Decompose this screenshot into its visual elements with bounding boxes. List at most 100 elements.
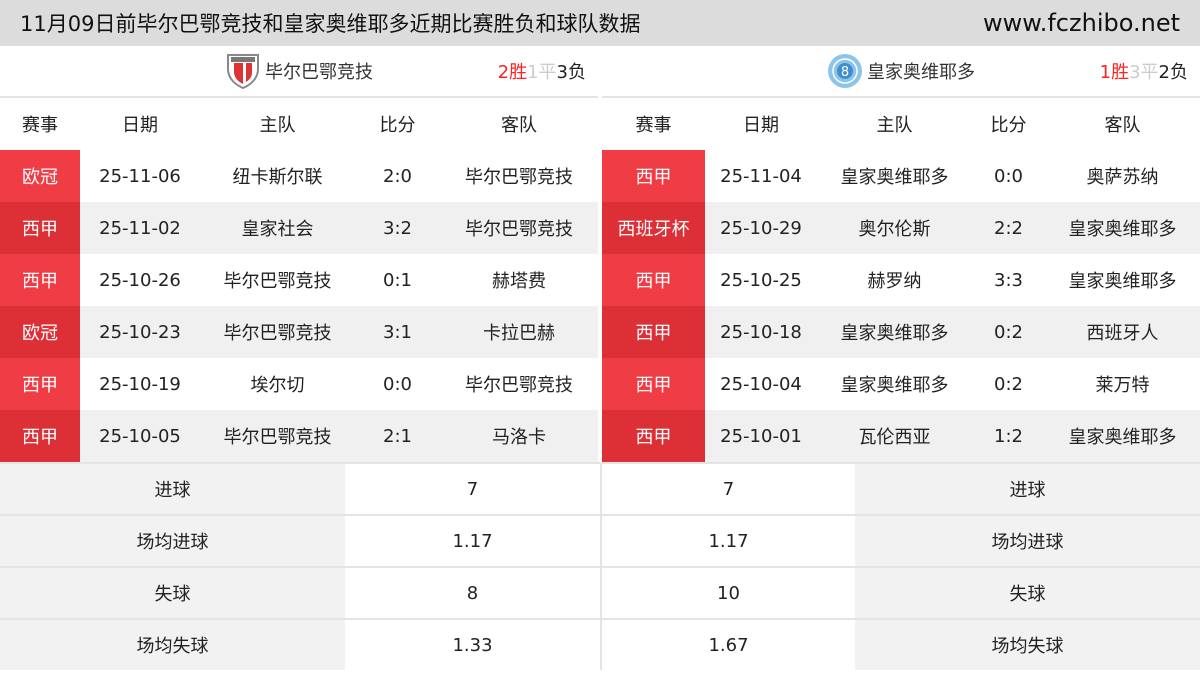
real-oviedo-crest-icon: 8 — [827, 53, 863, 89]
date-cell: 25-10-05 — [99, 425, 181, 447]
column-header: 比分 — [990, 115, 1027, 136]
away-team-cell[interactable]: 皇家奥维耶多 — [1068, 271, 1177, 292]
site-url[interactable]: www.fczhibo.net — [983, 9, 1180, 37]
column-header: 主队 — [259, 115, 296, 136]
right-stat-value: 1.17 — [600, 516, 855, 566]
date-cell: 25-10-01 — [720, 425, 802, 447]
home-team-cell[interactable]: 皇家奥维耶多 — [840, 167, 949, 188]
score-cell: 1:2 — [994, 425, 1023, 447]
home-team-cell[interactable]: 纽卡斯尔联 — [232, 167, 323, 188]
column-header: 客队 — [1104, 115, 1141, 136]
away-team-cell[interactable]: 毕尔巴鄂竞技 — [465, 219, 573, 240]
stat-label: 场均进球 — [855, 516, 1200, 566]
score-cell: 0:2 — [994, 321, 1023, 343]
match-row[interactable]: 欧冠 25-10-23 毕尔巴鄂竞技 3:1 卡拉巴赫 — [0, 306, 598, 358]
win-count: 1胜 — [1099, 62, 1130, 83]
right-stat-value: 1.67 — [600, 620, 855, 670]
match-row[interactable]: 西甲 25-10-25 赫罗纳 3:3 皇家奥维耶多 — [602, 254, 1200, 306]
stat-label: 进球 — [0, 464, 345, 514]
date-cell: 25-10-23 — [99, 321, 181, 343]
score-cell: 0:0 — [383, 373, 412, 395]
home-team-cell[interactable]: 瓦伦西亚 — [858, 427, 931, 448]
score-cell: 2:2 — [994, 217, 1023, 239]
score-cell: 3:1 — [383, 321, 412, 343]
team-name[interactable]: 皇家奥维耶多 — [867, 62, 975, 83]
column-header: 主队 — [876, 115, 913, 136]
home-team-cell[interactable]: 毕尔巴鄂竞技 — [223, 271, 332, 292]
team-record: 2胜1平3负 — [498, 58, 586, 84]
date-cell: 25-11-04 — [720, 165, 802, 187]
column-header: 赛事 — [22, 115, 58, 136]
score-cell: 3:2 — [383, 217, 412, 239]
column-header-row: 赛事 日期 主队 比分 客队 — [602, 98, 1200, 150]
left-team-panel: 毕尔巴鄂竞技 2胜1平3负 赛事 日期 主队 比分 客队 欧冠 25-11-06 纽卡斯尔联 2… — [0, 46, 598, 462]
left-stat-value: 1.17 — [452, 530, 493, 552]
team-name[interactable]: 毕尔巴鄂竞技 — [265, 62, 373, 83]
home-team-cell[interactable]: 毕尔巴鄂竞技 — [223, 427, 332, 448]
competition-cell: 西甲 — [0, 358, 80, 410]
date-cell: 25-10-26 — [99, 269, 181, 291]
away-team-cell[interactable]: 马洛卡 — [492, 427, 546, 448]
stats-row: 场均进球 1.17 1.17 场均进球 — [0, 514, 1200, 566]
competition-cell: 西甲 — [602, 306, 705, 358]
date-cell: 25-11-06 — [99, 165, 181, 187]
away-team-cell[interactable]: 西班牙人 — [1086, 323, 1159, 344]
home-team-cell[interactable]: 埃尔切 — [250, 375, 305, 396]
score-cell: 2:0 — [383, 165, 412, 187]
score-cell: 0:1 — [383, 269, 412, 291]
away-team-cell[interactable]: 皇家奥维耶多 — [1068, 219, 1177, 240]
match-row[interactable]: 西甲 25-10-04 皇家奥维耶多 0:2 莱万特 — [602, 358, 1200, 410]
athletic-bilbao-crest-icon — [225, 53, 261, 89]
date-cell: 25-10-19 — [99, 373, 181, 395]
home-team-cell[interactable]: 皇家社会 — [241, 219, 314, 240]
match-row[interactable]: 欧冠 25-11-06 纽卡斯尔联 2:0 毕尔巴鄂竞技 — [0, 150, 598, 202]
competition-cell: 西甲 — [0, 410, 80, 462]
right-team-panel: 8 皇家奥维耶多 1胜3平2负 赛事 日期 主队 比分 客队 西甲 25-11-04 皇家奥维… — [602, 46, 1200, 462]
home-team-cell[interactable]: 赫罗纳 — [867, 271, 922, 292]
away-team-cell[interactable]: 毕尔巴鄂竞技 — [465, 167, 573, 188]
away-team-cell[interactable]: 赫塔费 — [492, 271, 546, 292]
team-record: 1胜3平2负 — [1100, 58, 1188, 84]
score-cell: 0:2 — [994, 373, 1023, 395]
match-row[interactable]: 西甲 25-11-04 皇家奥维耶多 0:0 奥萨苏纳 — [602, 150, 1200, 202]
away-team-cell[interactable]: 毕尔巴鄂竞技 — [465, 375, 573, 396]
match-row[interactable]: 西甲 25-10-26 毕尔巴鄂竞技 0:1 赫塔费 — [0, 254, 598, 306]
date-cell: 25-11-02 — [99, 217, 181, 239]
match-row[interactable]: 西甲 25-10-01 瓦伦西亚 1:2 皇家奥维耶多 — [602, 410, 1200, 462]
left-stat-value: 8 — [466, 582, 479, 604]
stat-label: 失球 — [0, 568, 345, 618]
competition-cell: 西甲 — [0, 202, 80, 254]
draw-count: 3平 — [1129, 62, 1159, 83]
win-count: 2胜 — [497, 62, 528, 83]
stats-row: 进球 7 7 进球 — [0, 462, 1200, 514]
competition-cell: 欧冠 — [0, 150, 80, 202]
away-team-cell[interactable]: 奥萨苏纳 — [1086, 167, 1159, 188]
loss-count: 2负 — [1158, 62, 1188, 83]
stat-label: 场均失球 — [0, 620, 345, 670]
away-team-cell[interactable]: 莱万特 — [1095, 375, 1150, 396]
home-team-cell[interactable]: 皇家奥维耶多 — [840, 323, 949, 344]
right-stat-value: 10 — [600, 568, 855, 618]
stats-row: 场均失球 1.33 1.67 场均失球 — [0, 618, 1200, 670]
away-team-cell[interactable]: 皇家奥维耶多 — [1068, 427, 1177, 448]
score-cell: 2:1 — [383, 425, 412, 447]
match-row[interactable]: 西甲 25-10-05 毕尔巴鄂竞技 2:1 马洛卡 — [0, 410, 598, 462]
competition-cell: 西甲 — [0, 254, 80, 306]
match-row[interactable]: 西班牙杯 25-10-29 奥尔伦斯 2:2 皇家奥维耶多 — [602, 202, 1200, 254]
away-team-cell[interactable]: 卡拉巴赫 — [483, 323, 555, 344]
match-row[interactable]: 西甲 25-11-02 皇家社会 3:2 毕尔巴鄂竞技 — [0, 202, 598, 254]
match-row[interactable]: 西甲 25-10-18 皇家奥维耶多 0:2 西班牙人 — [602, 306, 1200, 358]
home-team-cell[interactable]: 皇家奥维耶多 — [840, 375, 949, 396]
home-team-cell[interactable]: 毕尔巴鄂竞技 — [223, 323, 332, 344]
stat-label: 场均进球 — [0, 516, 345, 566]
stats-table: 进球 7 7 进球 场均进球 1.17 1.17 场均进球 失球 8 10 失球… — [0, 462, 1200, 670]
page-header: 11月09日前毕尔巴鄂竞技和皇家奥维耶多近期比赛胜负和球队数据 www.fczh… — [0, 0, 1200, 46]
stat-label: 失球 — [855, 568, 1200, 618]
competition-cell: 欧冠 — [0, 306, 80, 358]
draw-count: 1平 — [527, 62, 557, 83]
home-team-cell[interactable]: 奥尔伦斯 — [858, 219, 931, 240]
column-header: 日期 — [122, 115, 158, 136]
page-title: 11月09日前毕尔巴鄂竞技和皇家奥维耶多近期比赛胜负和球队数据 — [20, 12, 641, 36]
stat-label: 进球 — [855, 464, 1200, 514]
match-row[interactable]: 西甲 25-10-19 埃尔切 0:0 毕尔巴鄂竞技 — [0, 358, 598, 410]
